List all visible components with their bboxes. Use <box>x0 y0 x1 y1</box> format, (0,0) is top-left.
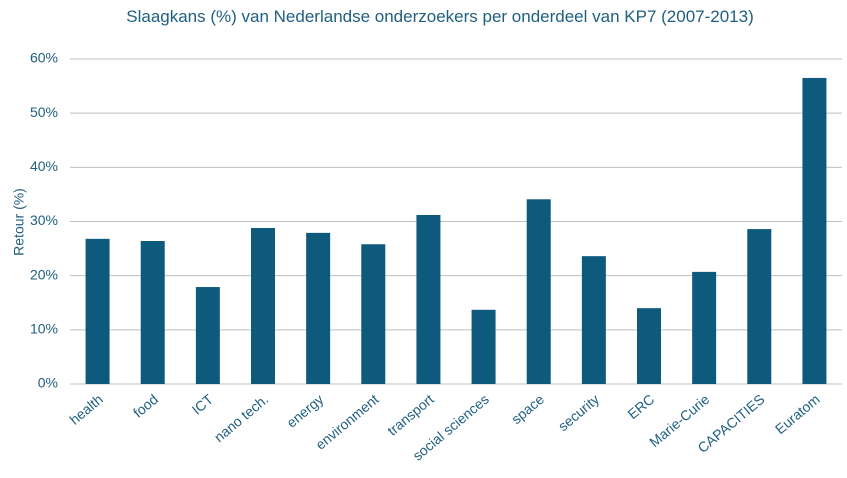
bar <box>416 215 441 384</box>
y-tick-label: 30% <box>30 212 58 228</box>
y-tick-label: 60% <box>30 50 58 66</box>
x-tick-label: space <box>508 391 547 427</box>
x-tick-label: transport <box>384 391 437 439</box>
bar <box>637 308 661 384</box>
bar <box>306 232 331 384</box>
bar <box>692 271 717 384</box>
y-tick-label: 40% <box>30 158 58 174</box>
bar <box>471 309 496 384</box>
chart-title: Slaagkans (%) van Nederlandse onderzoeke… <box>126 7 754 26</box>
y-tick-label: 20% <box>30 266 58 282</box>
bar <box>251 228 275 384</box>
bar <box>581 256 606 384</box>
x-tick-label: health <box>66 391 106 428</box>
y-tick-label: 10% <box>30 321 58 337</box>
x-tick-label: security <box>555 391 602 434</box>
bar <box>747 229 772 384</box>
bar <box>195 287 220 384</box>
x-tick-label: nano tech. <box>211 391 271 445</box>
bar <box>802 77 827 384</box>
y-tick-label: 0% <box>38 375 58 391</box>
x-tick-label: ERC <box>624 391 657 422</box>
x-tick-label: ICT <box>189 391 217 418</box>
x-tick-label: food <box>130 391 161 421</box>
bar <box>361 244 386 384</box>
x-tick-label: energy <box>283 391 326 431</box>
x-tick-label: Euratom <box>772 391 823 437</box>
y-tick-label: 50% <box>30 104 58 120</box>
bar <box>140 241 165 384</box>
y-axis-label: Retour (%) <box>11 188 27 256</box>
bar <box>85 238 110 384</box>
bar <box>526 199 551 384</box>
